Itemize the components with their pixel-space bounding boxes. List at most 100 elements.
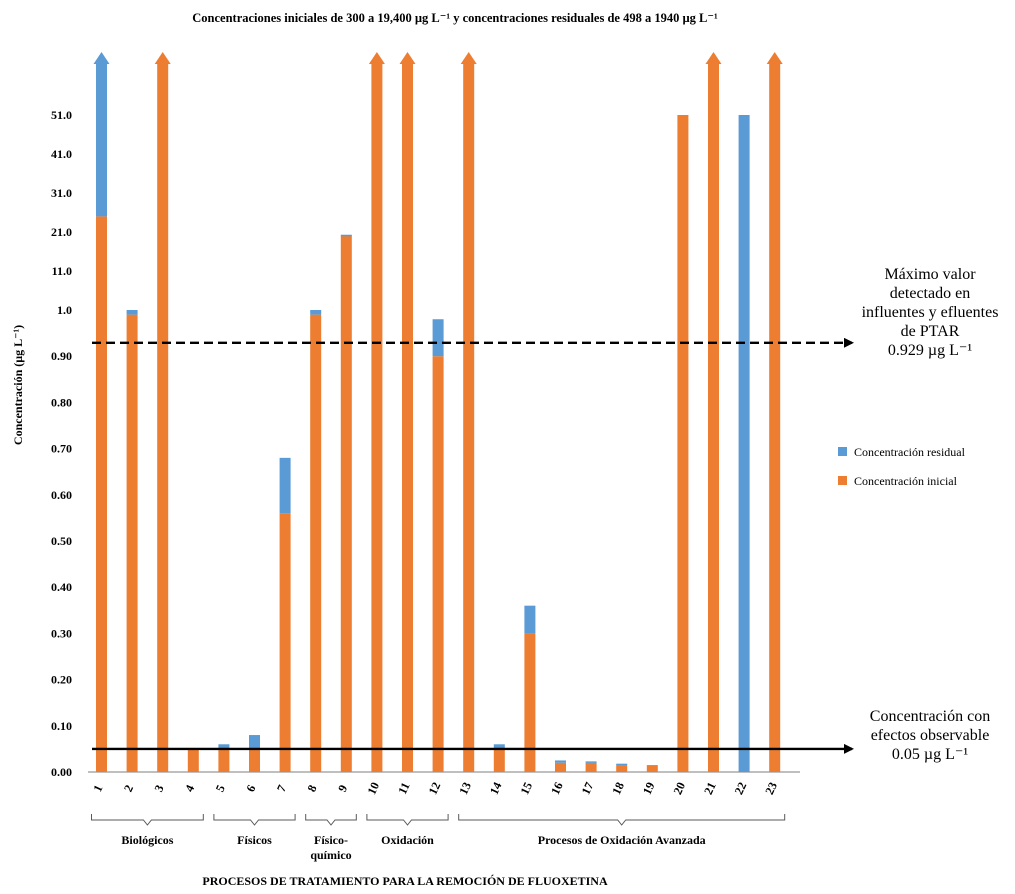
bar-inicial — [96, 216, 107, 772]
bar-inicial — [340, 235, 352, 772]
ref-label-efectos: 0.05 µg L⁻¹ — [892, 746, 968, 763]
x-tick-label: 19 — [640, 780, 658, 797]
y-tick-label: 0.70 — [51, 442, 72, 456]
x-axis: 1 2 3 4 5 6 7 8 9 10 11 12 13 14 15 16 17 18 19 20 21 22 23 — [90, 780, 780, 797]
bar-inicial-arrow-arrowhead — [460, 52, 477, 64]
ref-label-maximo: detectado en — [890, 285, 970, 302]
bar-inicial — [310, 314, 322, 772]
y-tick-label: 0.40 — [51, 580, 72, 594]
y-tick-label: 0.00 — [51, 765, 72, 779]
x-tick-label: 3 — [151, 783, 166, 794]
bar-inicial-arrow-arrowhead — [766, 52, 783, 64]
bar-inicial — [555, 762, 566, 772]
y-tick-label: 1.0 — [57, 303, 72, 317]
bar-inicial — [646, 765, 658, 772]
bar-residual — [340, 234, 352, 237]
legend-swatch — [838, 447, 847, 456]
group-label: Procesos de Oxidación Avanzada — [538, 833, 706, 847]
x-tick-label: 12 — [426, 780, 444, 797]
y-tick-label: 0.80 — [51, 395, 72, 409]
bar-residual — [524, 605, 536, 634]
bar-inicial-arrow-arrowhead — [154, 52, 171, 64]
bar-residual — [616, 763, 628, 766]
group-label: Oxidación — [381, 833, 434, 847]
reference-lines: Máximo valor detectado en influentes y efl… — [92, 266, 998, 763]
bar-inicial-arrow-shaft — [371, 60, 383, 772]
x-tick-label: 14 — [487, 780, 505, 797]
group-label: Físico- — [314, 833, 348, 847]
bar-residual — [555, 760, 566, 763]
bar-inicial-arrow-shaft — [708, 60, 719, 772]
y-tick-label: 11.0 — [52, 264, 72, 278]
bar-residual — [493, 744, 505, 749]
ref-label-maximo: influentes y efluentes — [862, 304, 999, 321]
bar-residual — [249, 735, 260, 749]
x-tick-label: 16 — [548, 780, 566, 797]
ref-label-maximo: de PTAR — [901, 323, 960, 340]
bar-inicial — [279, 513, 291, 772]
x-tick-label: 5 — [213, 783, 228, 794]
group-bracket — [458, 814, 786, 826]
bar-residual — [126, 310, 138, 315]
bar-inicial — [677, 115, 689, 772]
y-tick-label: 0.50 — [51, 534, 72, 548]
x-tick-label: 10 — [364, 780, 382, 797]
y-tick-label: 0.90 — [51, 349, 72, 363]
bar-inicial-arrow-arrowhead — [368, 52, 385, 64]
y-tick-label: 0.20 — [51, 673, 72, 687]
y-tick-label: 0.10 — [51, 719, 72, 733]
bar-inicial-arrow-arrowhead — [705, 52, 722, 64]
bar-residual-arrow-arrowhead — [93, 52, 110, 64]
bar-residual — [279, 457, 291, 514]
bar-inicial — [585, 762, 597, 772]
bar-inicial — [187, 748, 199, 772]
group-bracket — [305, 814, 357, 826]
legend-swatch — [838, 476, 847, 485]
chart-title: Concentraciones iniciales de 300 a 19,40… — [192, 11, 718, 25]
bar-inicial — [493, 748, 505, 772]
y-tick-label: 51.0 — [51, 108, 72, 122]
group-bracket — [91, 814, 204, 826]
bar-inicial — [249, 748, 260, 772]
bar-inicial — [432, 356, 444, 772]
x-tick-label: 23 — [762, 780, 780, 797]
x-tick-label: 17 — [579, 780, 597, 797]
x-tick-label: 9 — [335, 783, 350, 794]
legend-label: Concentración residual — [854, 445, 966, 459]
group-label: químico — [310, 848, 351, 862]
legend: Concentración residual Concentración inic… — [838, 445, 966, 488]
bar-inicial — [616, 765, 628, 772]
bar-inicial — [524, 633, 536, 772]
x-tick-label: 2 — [121, 783, 136, 794]
y-axis: 0.00 0.10 0.20 0.30 0.40 0.50 0.60 0.70 0.80 0.90… — [51, 108, 72, 779]
legend-label: Concentración inicial — [854, 474, 958, 488]
ref-label-efectos: Concentración con — [870, 708, 990, 725]
bar-inicial — [218, 748, 230, 772]
x-tick-label: 11 — [395, 780, 412, 796]
bar-inicial-arrow-shaft — [769, 60, 781, 772]
y-tick-label: 0.60 — [51, 488, 72, 502]
group-label: Físicos — [237, 833, 272, 847]
bar-residual — [218, 744, 230, 749]
bars — [93, 52, 783, 772]
y-tick-label: 0.30 — [51, 626, 72, 640]
bar-residual — [310, 310, 322, 315]
x-tick-label: 7 — [274, 783, 289, 794]
group-bracket — [213, 814, 296, 826]
x-tick-label: 22 — [732, 780, 750, 797]
bar-inicial-arrow-arrowhead — [399, 52, 416, 64]
x-tick-label: 15 — [517, 780, 535, 797]
group-label: Biológicos — [121, 833, 173, 847]
x-tick-label: 6 — [243, 783, 258, 794]
y-tick-label: 31.0 — [51, 186, 72, 200]
bar-inicial — [126, 314, 138, 772]
bar-inicial-arrow-shaft — [157, 60, 169, 772]
ref-label-maximo: 0.929 µg L⁻¹ — [888, 342, 972, 359]
x-tick-label: 20 — [670, 780, 688, 797]
x-tick-label: 4 — [182, 783, 197, 794]
bar-residual — [432, 319, 444, 357]
x-tick-label: 1 — [90, 783, 105, 794]
bar-residual — [738, 115, 750, 772]
x-tick-label: 18 — [609, 780, 627, 797]
